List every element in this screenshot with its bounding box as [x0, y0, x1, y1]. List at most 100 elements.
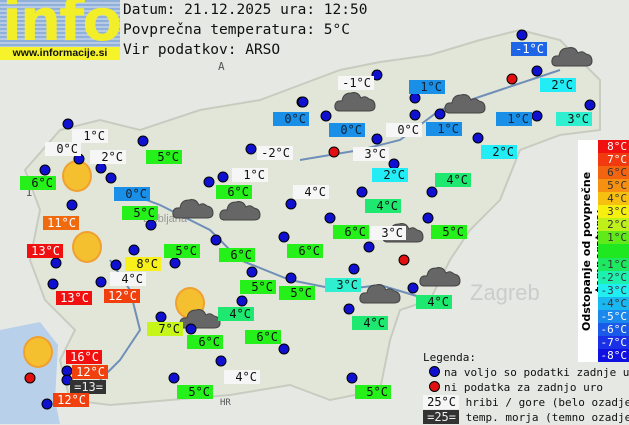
station-dot[interactable] — [105, 172, 117, 184]
station-dot[interactable] — [324, 212, 336, 224]
station-dot[interactable] — [203, 176, 215, 188]
temperature-label[interactable]: 4°C — [293, 185, 329, 199]
station-dot[interactable] — [137, 135, 149, 147]
temperature-label[interactable]: 4°C — [365, 199, 401, 213]
temperature-label[interactable]: 5°C — [122, 206, 158, 220]
station-dot[interactable] — [66, 199, 78, 211]
temperature-label[interactable]: 5°C — [355, 385, 391, 399]
station-dot[interactable] — [409, 109, 421, 121]
station-dot[interactable] — [217, 171, 229, 183]
temperature-label[interactable]: 0°C — [114, 187, 150, 201]
temperature-label[interactable]: 2°C — [540, 78, 576, 92]
temperature-label[interactable]: 13°C — [56, 291, 92, 305]
station-dot[interactable] — [215, 355, 227, 367]
station-dot[interactable] — [422, 212, 434, 224]
temperature-label[interactable]: 5°C — [279, 286, 315, 300]
station-dot[interactable] — [363, 241, 375, 253]
temperature-label[interactable]: 12°C — [53, 393, 89, 407]
temperature-label[interactable]: 6°C — [187, 335, 223, 349]
station-dot[interactable] — [245, 143, 257, 155]
temperature-label[interactable]: -1°C — [338, 76, 374, 90]
temperature-label[interactable]: 4°C — [218, 307, 254, 321]
station-dot[interactable] — [47, 278, 59, 290]
station-dot[interactable] — [426, 186, 438, 198]
temperature-label[interactable]: 11°C — [43, 216, 79, 230]
station-dot[interactable] — [278, 343, 290, 355]
temperature-label[interactable]: 8°C — [125, 257, 161, 271]
station-dot[interactable] — [110, 259, 122, 271]
temperature-label[interactable]: 1°C — [232, 168, 268, 182]
temperature-label[interactable]: 2°C — [481, 145, 517, 159]
temperature-label[interactable]: 4°C — [110, 272, 146, 286]
station-dot[interactable] — [409, 92, 421, 104]
station-dot[interactable] — [346, 372, 358, 384]
station-dot[interactable] — [62, 118, 74, 130]
station-dot[interactable] — [472, 132, 484, 144]
temperature-label[interactable]: 4°C — [224, 370, 260, 384]
station-dot[interactable] — [297, 96, 309, 108]
temperature-label[interactable]: 5°C — [164, 244, 200, 258]
temperature-label[interactable]: 0°C — [386, 123, 422, 137]
temperature-label[interactable]: 1°C — [72, 129, 108, 143]
station-dot[interactable] — [407, 282, 419, 294]
temperature-label[interactable]: 13°C — [27, 244, 63, 258]
station-dot[interactable] — [278, 231, 290, 243]
temperature-label[interactable]: =13= — [70, 380, 106, 394]
temperature-label[interactable]: 6°C — [333, 225, 369, 239]
no-data-dot[interactable] — [24, 372, 36, 384]
temperature-label[interactable]: 0°C — [273, 112, 309, 126]
temperature-label[interactable]: 1°C — [426, 122, 462, 136]
temperature-label[interactable]: 12°C — [104, 289, 140, 303]
station-dot[interactable] — [246, 266, 258, 278]
no-data-dot[interactable] — [506, 73, 518, 85]
station-dot[interactable] — [41, 398, 53, 410]
station-dot[interactable] — [356, 186, 368, 198]
station-dot[interactable] — [516, 29, 528, 41]
logo[interactable]: info www.informacije.si — [0, 0, 120, 60]
no-data-dot[interactable] — [328, 146, 340, 158]
station-dot[interactable] — [371, 133, 383, 145]
station-dot[interactable] — [371, 69, 383, 81]
station-dot[interactable] — [50, 257, 62, 269]
station-dot[interactable] — [145, 219, 157, 231]
station-dot[interactable] — [348, 263, 360, 275]
temperature-label[interactable]: 12°C — [72, 365, 108, 379]
temperature-label[interactable]: 5°C — [146, 150, 182, 164]
station-dot[interactable] — [434, 108, 446, 120]
temperature-label[interactable]: 1°C — [496, 112, 532, 126]
temperature-label[interactable]: 16°C — [66, 350, 102, 364]
temperature-label[interactable]: 6°C — [219, 248, 255, 262]
temperature-label[interactable]: -2°C — [257, 146, 293, 160]
temperature-label[interactable]: 6°C — [245, 330, 281, 344]
temperature-label[interactable]: 3°C — [370, 226, 406, 240]
station-dot[interactable] — [210, 234, 222, 246]
temperature-label[interactable]: 7°C — [147, 322, 183, 336]
station-dot[interactable] — [531, 110, 543, 122]
temperature-label[interactable]: 0°C — [45, 142, 81, 156]
station-dot[interactable] — [168, 372, 180, 384]
station-dot[interactable] — [95, 162, 107, 174]
temperature-label[interactable]: 3°C — [325, 278, 361, 292]
station-dot[interactable] — [128, 244, 140, 256]
station-dot[interactable] — [169, 257, 181, 269]
no-data-dot[interactable] — [398, 254, 410, 266]
temperature-label[interactable]: 4°C — [435, 173, 471, 187]
temperature-label[interactable]: 6°C — [20, 176, 56, 190]
temperature-label[interactable]: 3°C — [556, 112, 592, 126]
station-dot[interactable] — [236, 295, 248, 307]
station-dot[interactable] — [155, 311, 167, 323]
station-dot[interactable] — [531, 65, 543, 77]
temperature-label[interactable]: 6°C — [216, 185, 252, 199]
temperature-label[interactable]: -1°C — [511, 42, 547, 56]
temperature-label[interactable]: 5°C — [177, 385, 213, 399]
station-dot[interactable] — [343, 303, 355, 315]
temperature-label[interactable]: 4°C — [352, 316, 388, 330]
station-dot[interactable] — [285, 272, 297, 284]
temperature-label[interactable]: 5°C — [240, 280, 276, 294]
station-dot[interactable] — [39, 164, 51, 176]
station-dot[interactable] — [95, 276, 107, 288]
temperature-label[interactable]: 6°C — [287, 244, 323, 258]
station-dot[interactable] — [185, 323, 197, 335]
station-dot[interactable] — [584, 99, 596, 111]
station-dot[interactable] — [285, 198, 297, 210]
